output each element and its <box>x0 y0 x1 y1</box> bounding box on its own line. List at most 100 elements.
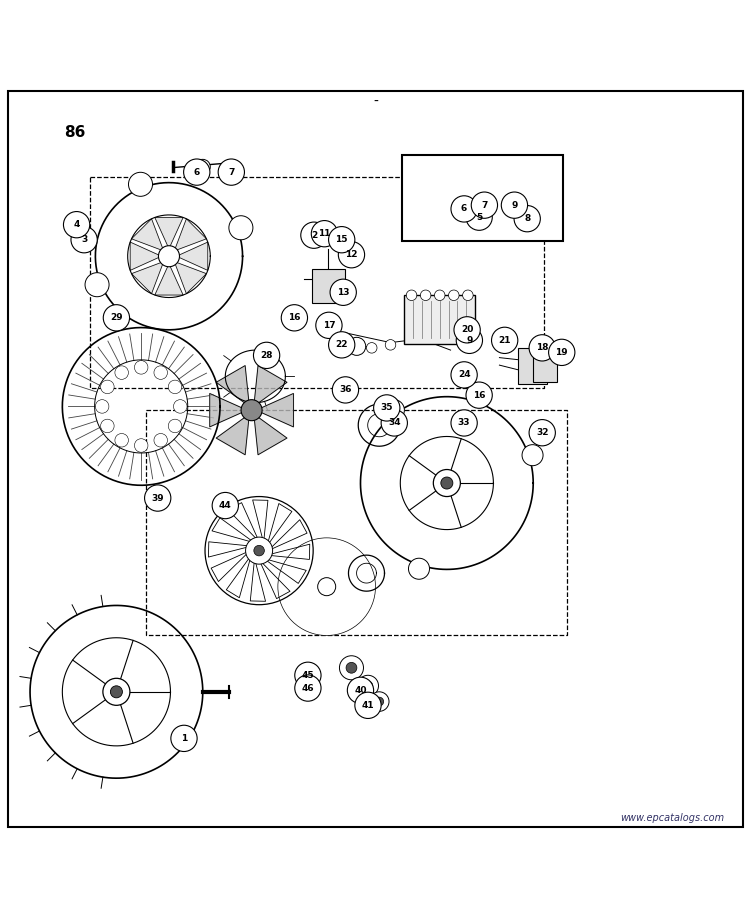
Text: 41: 41 <box>362 700 374 710</box>
Circle shape <box>382 409 408 436</box>
Circle shape <box>295 555 358 619</box>
Text: 22: 22 <box>336 341 348 350</box>
Circle shape <box>502 192 528 218</box>
Circle shape <box>168 420 182 432</box>
Circle shape <box>300 559 354 614</box>
Circle shape <box>71 227 98 252</box>
Polygon shape <box>228 503 259 542</box>
Polygon shape <box>256 394 294 427</box>
Text: 9: 9 <box>511 201 517 209</box>
Polygon shape <box>252 500 268 543</box>
Text: 19: 19 <box>556 348 568 357</box>
Polygon shape <box>212 518 255 543</box>
Circle shape <box>229 216 253 240</box>
Circle shape <box>330 279 356 306</box>
Circle shape <box>253 342 279 368</box>
Text: -: - <box>373 95 378 109</box>
Polygon shape <box>131 218 164 251</box>
Circle shape <box>339 241 365 268</box>
Circle shape <box>278 538 376 635</box>
Circle shape <box>434 290 445 300</box>
Circle shape <box>171 725 198 752</box>
Circle shape <box>168 380 182 394</box>
Polygon shape <box>267 544 309 559</box>
Circle shape <box>463 290 473 300</box>
Text: www.epcatalogs.com: www.epcatalogs.com <box>620 813 725 823</box>
Polygon shape <box>176 242 208 271</box>
Circle shape <box>183 159 210 185</box>
Text: 28: 28 <box>261 351 273 360</box>
Polygon shape <box>174 262 207 294</box>
Bar <box>402 155 563 241</box>
Bar <box>404 296 475 344</box>
Circle shape <box>134 439 148 453</box>
Circle shape <box>375 697 384 706</box>
Polygon shape <box>216 414 249 454</box>
Polygon shape <box>174 218 207 251</box>
Text: 20: 20 <box>461 325 473 334</box>
Text: 15: 15 <box>336 235 348 244</box>
Text: 21: 21 <box>499 336 511 345</box>
Circle shape <box>433 469 460 497</box>
Circle shape <box>115 366 128 379</box>
Polygon shape <box>216 365 249 407</box>
Polygon shape <box>259 560 290 599</box>
Circle shape <box>110 686 122 698</box>
Text: 1: 1 <box>181 733 187 743</box>
Circle shape <box>366 342 377 353</box>
Circle shape <box>154 366 167 379</box>
Text: 6: 6 <box>194 168 200 176</box>
Circle shape <box>329 331 354 358</box>
Text: 86: 86 <box>64 125 85 140</box>
Circle shape <box>212 492 239 519</box>
Circle shape <box>246 537 273 565</box>
Text: 17: 17 <box>323 320 335 330</box>
Circle shape <box>291 551 363 622</box>
Text: 32: 32 <box>536 428 548 437</box>
Circle shape <box>312 220 338 247</box>
Circle shape <box>282 543 371 632</box>
Bar <box>312 269 345 303</box>
Polygon shape <box>211 551 250 581</box>
Polygon shape <box>226 555 252 598</box>
Polygon shape <box>250 558 266 601</box>
Circle shape <box>104 305 130 331</box>
Text: 5: 5 <box>476 213 482 221</box>
Circle shape <box>241 399 262 420</box>
Circle shape <box>454 317 481 343</box>
Text: 6: 6 <box>461 205 467 213</box>
Circle shape <box>385 340 396 350</box>
Text: 2: 2 <box>311 230 317 240</box>
Circle shape <box>409 558 430 579</box>
Circle shape <box>383 399 404 420</box>
Circle shape <box>421 290 431 300</box>
Circle shape <box>154 433 167 447</box>
Text: 46: 46 <box>302 684 314 692</box>
Circle shape <box>346 663 357 673</box>
Circle shape <box>318 577 336 596</box>
Circle shape <box>134 361 148 375</box>
Text: 13: 13 <box>337 287 349 297</box>
Circle shape <box>315 312 342 339</box>
Circle shape <box>451 196 478 222</box>
Text: 39: 39 <box>152 494 164 502</box>
Text: 36: 36 <box>339 386 351 395</box>
Polygon shape <box>264 558 306 584</box>
Circle shape <box>462 186 469 195</box>
Text: 11: 11 <box>318 230 330 238</box>
Polygon shape <box>155 218 183 249</box>
Circle shape <box>301 222 327 249</box>
Text: 35: 35 <box>381 403 393 412</box>
Circle shape <box>373 395 400 421</box>
Circle shape <box>451 362 478 388</box>
Circle shape <box>369 692 389 711</box>
Circle shape <box>308 568 345 606</box>
Text: 45: 45 <box>302 671 314 680</box>
Polygon shape <box>131 262 164 294</box>
Polygon shape <box>130 242 161 271</box>
Circle shape <box>128 173 152 196</box>
Text: 16: 16 <box>288 313 300 322</box>
Circle shape <box>286 546 367 627</box>
Text: 29: 29 <box>110 313 122 322</box>
Circle shape <box>101 380 114 394</box>
